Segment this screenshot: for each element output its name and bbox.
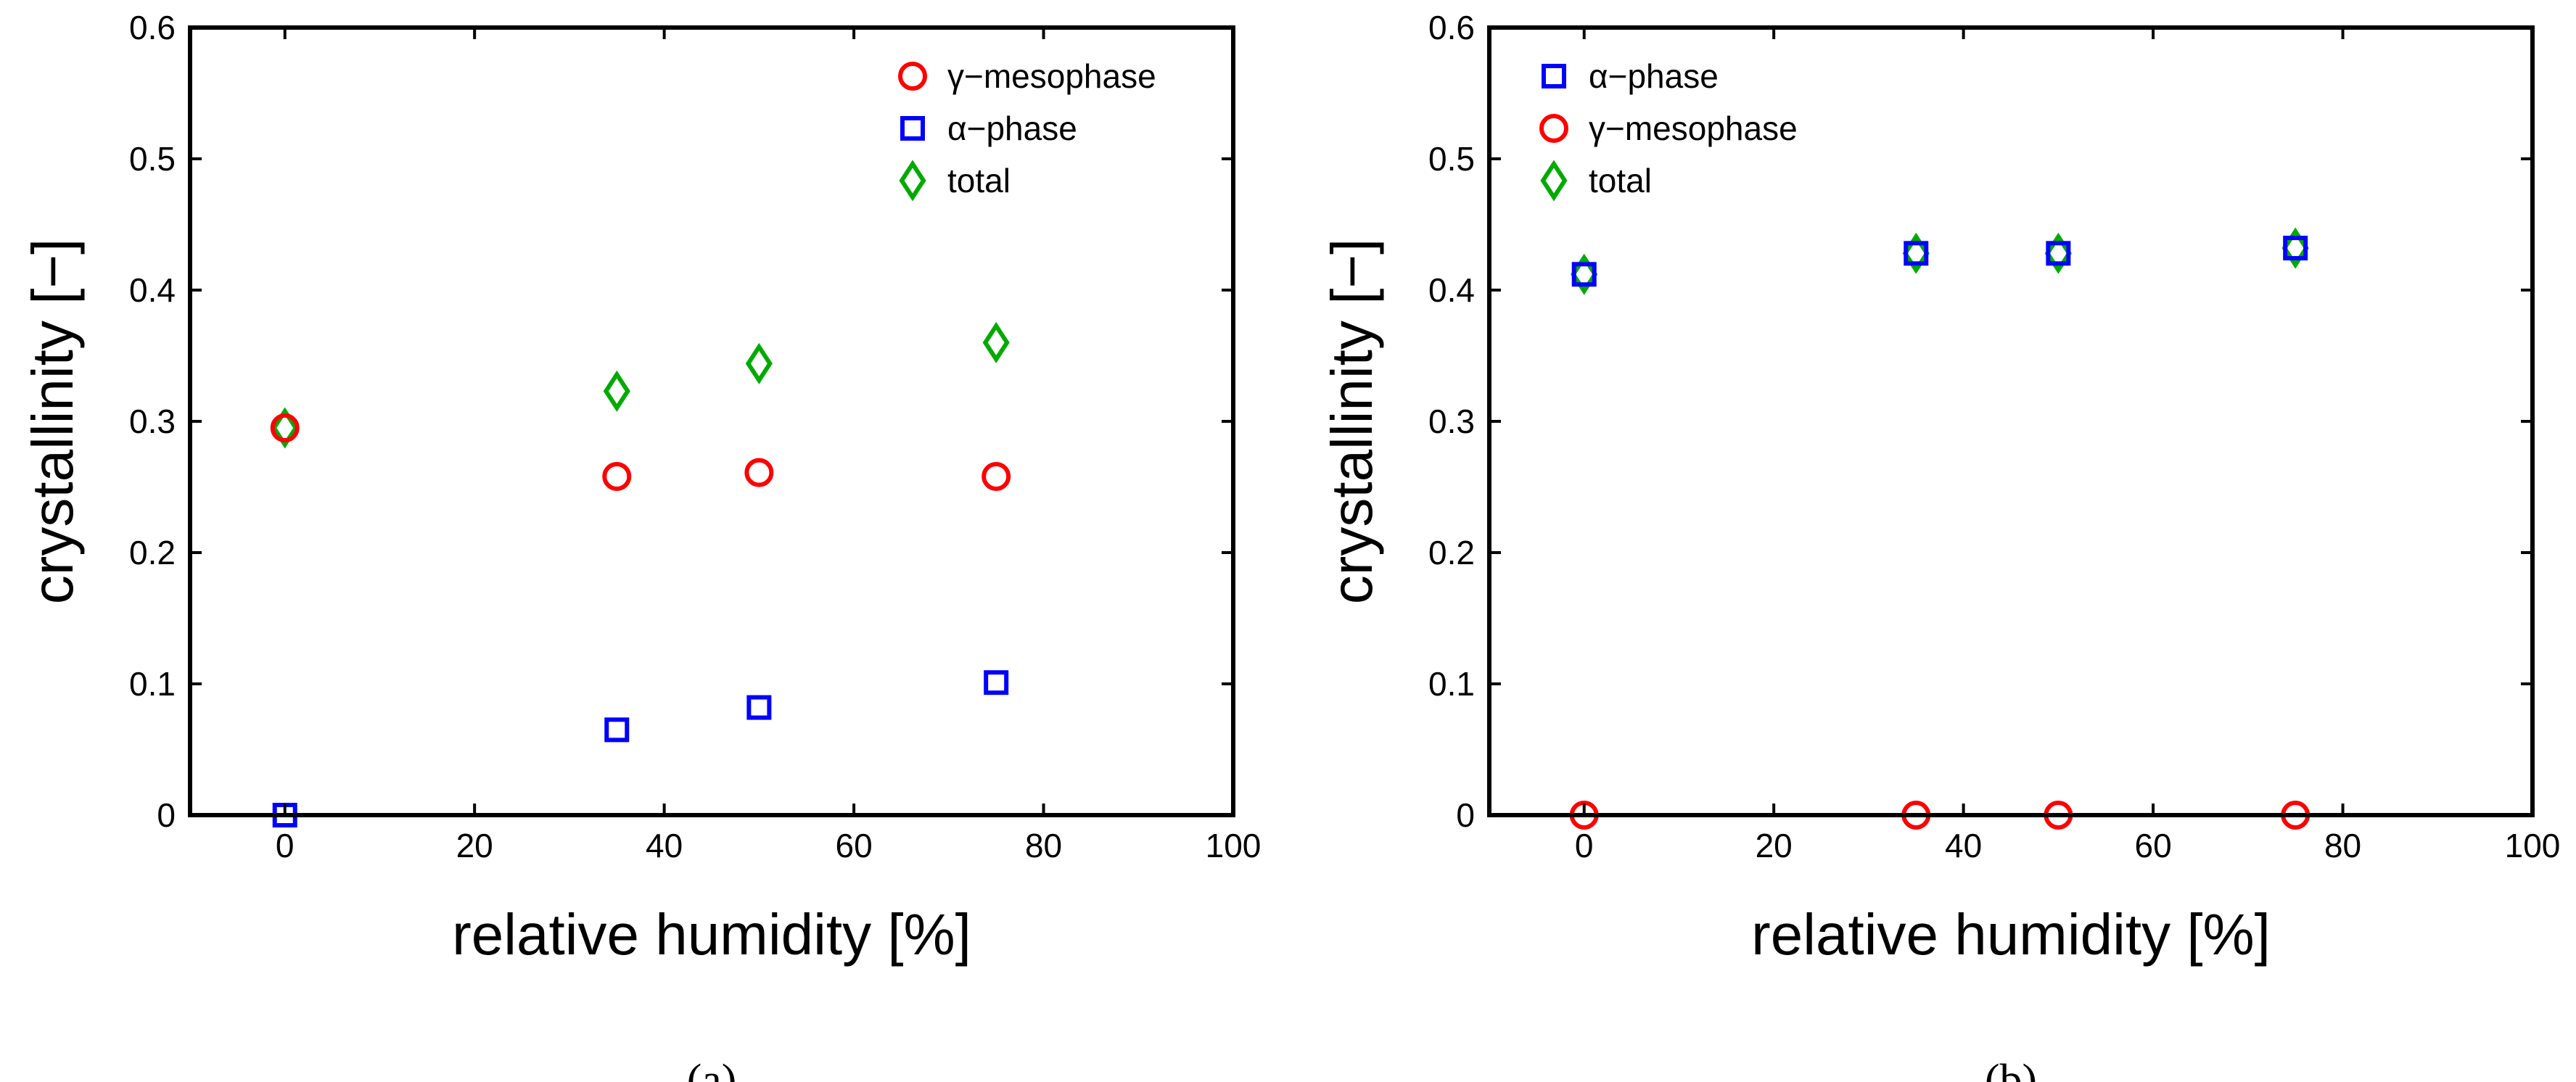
- panel-a-y-tick-label: 0.4: [129, 271, 176, 309]
- panel-a-legend-alpha-phase-marker: [900, 116, 925, 141]
- panel-b-total-point: [1902, 232, 1930, 274]
- panel-a-x-ticks: 0 20 40 60 80 100: [276, 28, 1261, 864]
- panel-b-y-tick-label: 0.3: [1428, 402, 1475, 440]
- panel-b-x-tick-label: 100: [2505, 827, 2561, 864]
- panel-b-x-tick-label: 20: [1756, 827, 1793, 864]
- panel-b-alpha-phase-point: [1904, 241, 1929, 266]
- panel-a-legend-gamma-mesophase-marker: [898, 62, 927, 91]
- panel-b-x-ticks: 0 20 40 60 80 100: [1575, 28, 2560, 864]
- panel-b-total-point: [2044, 232, 2072, 274]
- panel-b-y-axis-label: crystallinity [−]: [1320, 239, 1384, 605]
- panel-a-gamma-mesophase-point: [270, 413, 300, 443]
- panel-a-alpha-phase-point: [604, 717, 630, 743]
- panel-a-x-tick-label: 40: [646, 827, 683, 864]
- panel-a-y-tick-label: 0.2: [129, 534, 176, 571]
- panel-a-legend-gamma-mesophase-label: γ−mesophase: [947, 57, 1156, 95]
- panel-b-x-tick-label: 80: [2324, 827, 2361, 864]
- panel-a-legend-alpha-phase-label: α−phase: [947, 110, 1077, 147]
- panel-a-y-tick-label: 0: [157, 796, 176, 834]
- panel-a-legend: γ−mesophase α−phase total: [898, 57, 1156, 202]
- panel-b-caption: (b): [1985, 1056, 2037, 1082]
- panel-b-legend-gamma-mesophase-marker: [1539, 114, 1568, 143]
- panel-a-x-tick-label: 100: [1206, 827, 1262, 864]
- panel-a-gamma-mesophase-point: [744, 458, 774, 487]
- panel-b-legend-gamma-mesophase-label: γ−mesophase: [1589, 110, 1798, 147]
- panel-b-legend-alpha-phase-marker: [1542, 64, 1566, 88]
- panel-a-marks: [270, 321, 1011, 827]
- panel-a-y-axis-label: crystallinity [−]: [20, 239, 85, 605]
- panel-a-alpha-phase-point: [984, 670, 1009, 695]
- panel-a-x-tick-label: 80: [1025, 827, 1062, 864]
- panel-b: 0 20 40 60 80 100 0 0.1 0.2 0.3 0.4 0.5 0.6 relativ…: [1320, 9, 2560, 1082]
- panel-b-x-axis-label: relative humidity [%]: [1751, 902, 2271, 967]
- panel-b-x-tick-label: 0: [1575, 827, 1594, 864]
- panel-a-x-tick-label: 60: [836, 827, 873, 864]
- panel-b-marks: [1569, 227, 2310, 830]
- panel-b-legend-alpha-phase-label: α−phase: [1589, 57, 1719, 95]
- panel-a-legend-total-label: total: [947, 162, 1011, 199]
- panel-b-legend-total-label: total: [1589, 162, 1652, 199]
- panel-a-y-tick-label: 0.1: [129, 665, 176, 703]
- panel-b-alpha-phase-point: [1571, 262, 1597, 287]
- panel-a-total-point: [271, 407, 299, 449]
- panel-a-total-point: [982, 321, 1010, 363]
- panel-a-y-tick-label: 0.6: [129, 9, 176, 46]
- panel-b-total-point: [2281, 227, 2309, 269]
- panel-b-y-tick-label: 0.6: [1428, 9, 1475, 46]
- panel-a-y-tick-label: 0.3: [129, 402, 176, 440]
- panel-b-alpha-phase-point: [2046, 241, 2071, 266]
- panel-a-alpha-phase-point: [746, 695, 772, 720]
- panel-a-x-tick-label: 0: [276, 827, 295, 864]
- panel-b-legend: α−phase γ−mesophase total: [1539, 57, 1798, 202]
- panel-a: 0 20 40 60 80 100 0 0.1 0.2 0.3 0.4 0.5 0.6 relativ…: [20, 9, 1261, 1082]
- panel-a-total-point: [745, 342, 773, 384]
- panel-a-y-ticks: 0 0.1 0.2 0.3 0.4 0.5 0.6: [129, 9, 1233, 834]
- panel-b-y-tick-label: 0.1: [1428, 665, 1475, 703]
- panel-a-total-point: [603, 370, 630, 412]
- panel-b-y-tick-label: 0.2: [1428, 534, 1475, 571]
- panel-a-gamma-mesophase-point: [982, 462, 1011, 492]
- panel-a-x-axis-label: relative humidity [%]: [452, 902, 971, 967]
- panel-b-x-tick-label: 40: [1945, 827, 1982, 864]
- panel-a-legend-total-marker: [899, 160, 926, 202]
- panel-b-legend-total-marker: [1540, 160, 1568, 202]
- panel-b-x-tick-label: 60: [2135, 827, 2172, 864]
- panel-a-caption: (a): [687, 1056, 737, 1082]
- panel-b-alpha-phase-point: [2283, 236, 2308, 261]
- panel-a-gamma-mesophase-point: [602, 462, 632, 492]
- panel-a-x-tick-label: 20: [456, 827, 493, 864]
- panel-b-total-point: [1571, 253, 1598, 295]
- panel-b-y-tick-label: 0.5: [1428, 140, 1475, 178]
- panel-b-y-tick-label: 0.4: [1428, 271, 1475, 309]
- panel-b-y-tick-label: 0: [1456, 796, 1475, 834]
- panel-b-y-ticks: 0 0.1 0.2 0.3 0.4 0.5 0.6: [1428, 9, 2532, 834]
- panel-a-y-tick-label: 0.5: [129, 140, 176, 178]
